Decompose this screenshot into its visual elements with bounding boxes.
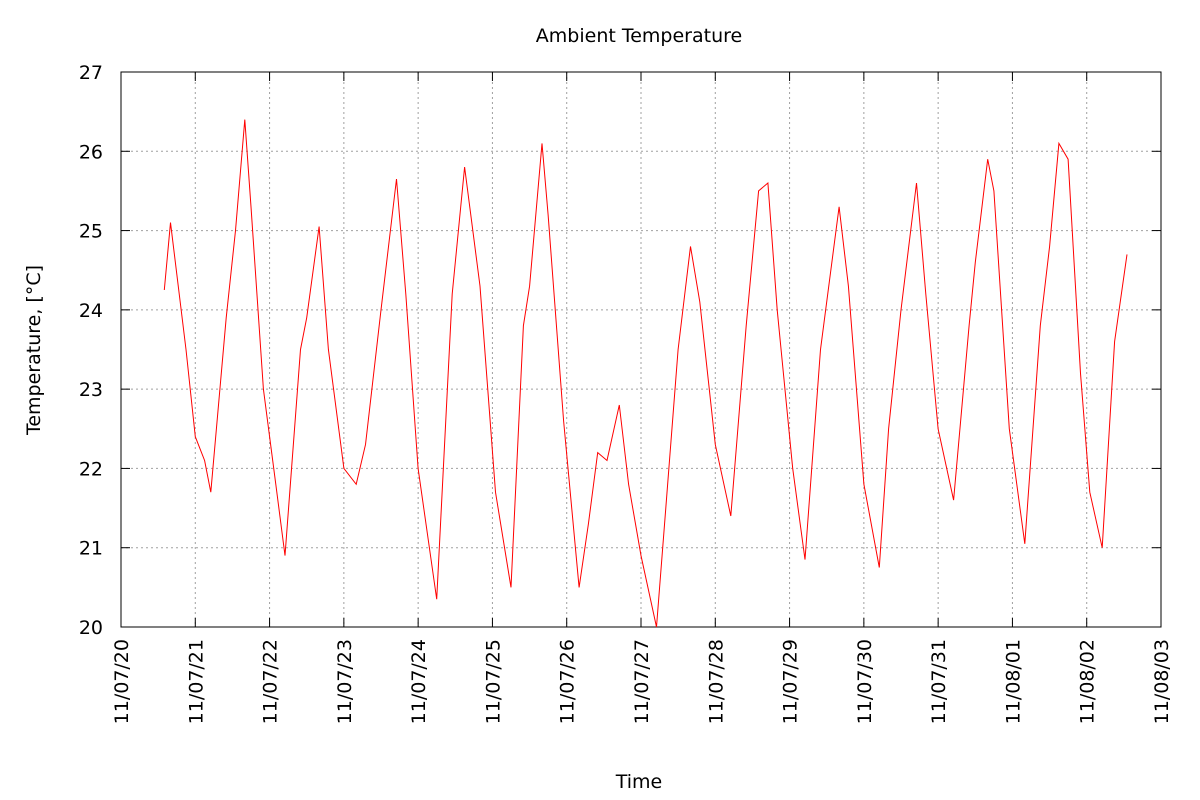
x-tick-label: 11/08/01: [1002, 639, 1024, 724]
x-tick-label: 11/07/23: [334, 639, 356, 724]
data-line: [163, 119, 1128, 628]
x-tick-label: 11/07/26: [557, 639, 579, 724]
x-axis-label: Time: [615, 771, 663, 793]
x-tick-label: 11/07/28: [705, 639, 727, 724]
x-tick-label: 11/07/21: [185, 639, 207, 724]
y-tick-label: 24: [79, 300, 103, 322]
x-tick-label: 11/07/24: [408, 639, 430, 724]
x-tick-label: 11/07/27: [631, 639, 653, 724]
y-tick-label: 26: [79, 141, 103, 163]
x-tick-label: 11/07/30: [854, 639, 876, 724]
x-tick-label: 11/07/22: [260, 639, 282, 724]
x-tick-label: 11/07/20: [111, 639, 133, 724]
x-tick-label: 11/07/31: [928, 639, 950, 724]
y-tick-label: 22: [79, 458, 103, 480]
y-tick-label: 25: [79, 221, 103, 243]
y-tick-label: 20: [79, 617, 103, 639]
chart-title: Ambient Temperature: [536, 25, 742, 47]
x-tick-label: 11/08/03: [1151, 639, 1173, 724]
x-tick-label: 11/08/02: [1077, 639, 1099, 724]
x-tick-label: 11/07/25: [482, 639, 504, 724]
y-axis-label: Temperature, [°C]: [23, 265, 45, 436]
y-tick-label: 27: [79, 62, 103, 84]
y-tick-label: 21: [79, 538, 103, 560]
x-tick-label: 11/07/29: [780, 639, 802, 724]
plot-frame: [120, 71, 1162, 628]
y-tick-label: 23: [79, 379, 103, 401]
